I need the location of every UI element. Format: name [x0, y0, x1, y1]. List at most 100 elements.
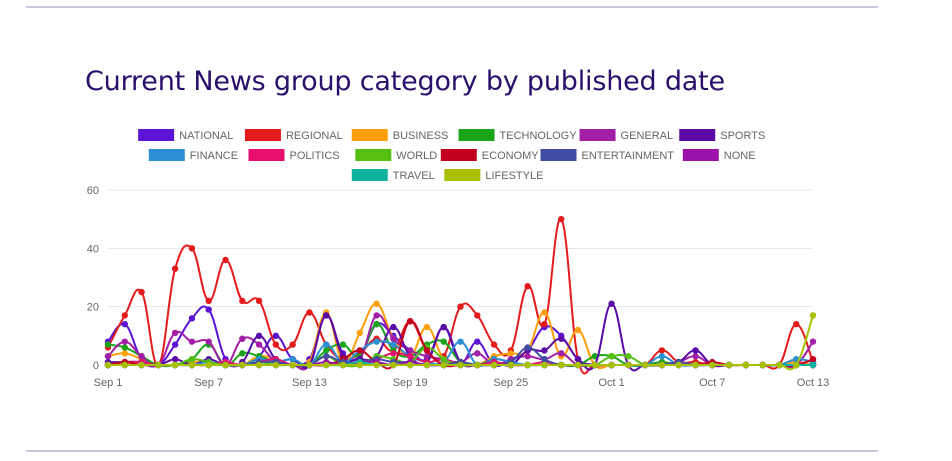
data-point-regional — [171, 265, 179, 272]
legend-label-finance: FINANCE — [190, 150, 238, 162]
data-point-finance — [390, 341, 397, 348]
data-point-technology — [104, 341, 112, 348]
legend-label-none: NONE — [724, 150, 756, 162]
legend-label-technology: TECHNOLOGY — [500, 130, 578, 142]
data-point-lifestyle — [121, 361, 128, 369]
x-tick-label: Sep 1 — [94, 377, 123, 389]
data-point-lifestyle — [725, 361, 733, 369]
data-point-economy — [423, 347, 431, 354]
data-point-sports — [692, 347, 699, 354]
page-title: Current News group category by published… — [85, 66, 725, 97]
x-tick-label: Oct 7 — [699, 377, 725, 389]
y-tick-label: 60 — [87, 185, 99, 197]
data-point-sports — [255, 332, 263, 340]
series-line-national — [107, 305, 814, 368]
data-point-sports — [608, 300, 615, 307]
data-point-regional — [793, 320, 800, 328]
bottom-divider — [26, 450, 878, 452]
data-point-general — [809, 338, 817, 345]
data-point-world — [188, 355, 196, 363]
data-point-regional — [205, 297, 212, 305]
data-point-business — [423, 323, 431, 331]
data-point-regional — [490, 341, 498, 348]
data-point-general — [423, 353, 431, 360]
data-point-general — [406, 347, 414, 354]
data-point-technology — [440, 338, 447, 345]
data-point-general — [255, 341, 263, 348]
data-point-lifestyle — [239, 361, 246, 369]
data-point-travel — [809, 361, 817, 369]
data-point-general — [373, 312, 380, 319]
data-point-regional — [121, 312, 128, 319]
data-point-technology — [591, 353, 598, 360]
data-point-lifestyle — [742, 361, 750, 369]
legend-swatch-entertainment — [540, 149, 577, 161]
data-point-economy — [406, 318, 414, 325]
data-point-national — [205, 306, 212, 313]
legend-label-world: WORLD — [396, 150, 437, 162]
data-point-regional — [222, 256, 229, 264]
data-point-technology — [121, 344, 128, 351]
data-point-lifestyle — [641, 361, 649, 369]
series-line-regional — [107, 218, 814, 375]
data-point-lifestyle — [205, 361, 212, 369]
data-point-lifestyle — [558, 361, 565, 369]
data-point-business — [507, 350, 515, 357]
data-point-sports — [558, 335, 565, 342]
data-point-lifestyle — [490, 361, 498, 369]
data-point-finance — [457, 338, 464, 345]
data-point-lifestyle — [457, 361, 464, 369]
data-point-general — [390, 335, 397, 342]
data-point-world — [440, 355, 447, 363]
x-tick-label: Sep 7 — [194, 377, 223, 389]
legend-swatch-business — [351, 129, 388, 141]
legend-swatch-travel — [351, 169, 388, 181]
data-point-sports — [323, 312, 330, 319]
legend-label-lifestyle: LIFESTYLE — [485, 170, 543, 182]
data-point-lifestyle — [675, 361, 682, 369]
data-point-lifestyle — [171, 361, 179, 369]
legend-swatch-economy — [440, 149, 477, 161]
data-point-lifestyle — [306, 361, 313, 369]
data-point-lifestyle — [541, 361, 548, 369]
data-point-regional — [306, 309, 313, 316]
data-point-general — [171, 329, 179, 337]
data-point-technology — [339, 341, 347, 348]
y-tick-label: 0 — [93, 360, 99, 372]
legend-label-economy: ECONOMY — [482, 150, 540, 162]
data-point-politics — [406, 353, 414, 360]
data-point-lifestyle — [188, 361, 196, 369]
data-point-national — [272, 332, 280, 340]
data-point-lifestyle — [356, 361, 363, 369]
legend-swatch-regional — [244, 129, 281, 141]
data-point-sports — [440, 323, 447, 331]
data-point-sports — [574, 355, 582, 363]
data-point-lifestyle — [608, 361, 615, 369]
data-point-business — [541, 309, 548, 316]
x-tick-label: Oct 1 — [598, 377, 624, 389]
data-point-regional — [272, 341, 280, 348]
data-point-entertainment — [541, 355, 548, 363]
data-point-technology — [323, 347, 330, 354]
data-point-lifestyle — [289, 361, 296, 369]
data-point-national — [474, 338, 481, 345]
data-point-technology — [373, 320, 380, 328]
legend-swatch-none — [682, 149, 719, 161]
legend-label-business: BUSINESS — [393, 130, 449, 142]
data-point-lifestyle — [524, 361, 531, 369]
data-point-general — [104, 353, 112, 360]
legend-label-general: GENERAL — [621, 130, 674, 142]
legend-swatch-sports — [679, 129, 716, 141]
data-point-lifestyle — [406, 361, 414, 369]
legend-label-national: NATIONAL — [179, 130, 233, 142]
y-tick-label: 40 — [87, 243, 99, 255]
data-point-lifestyle — [373, 361, 380, 369]
data-point-regional — [524, 283, 531, 290]
data-point-lifestyle — [776, 361, 783, 369]
data-point-lifestyle — [692, 361, 699, 369]
data-point-general — [205, 338, 212, 345]
x-tick-label: Sep 19 — [393, 377, 428, 389]
data-point-national — [171, 341, 179, 348]
data-point-regional — [541, 320, 548, 328]
